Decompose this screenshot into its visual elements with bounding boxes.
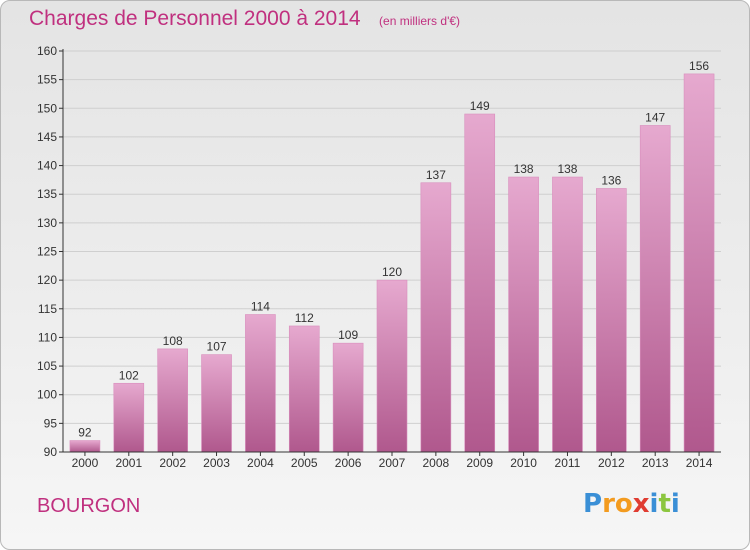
bar [420, 182, 452, 453]
logo-letter: o [614, 489, 633, 519]
data-label: 112 [295, 311, 314, 325]
data-label: 156 [689, 59, 709, 73]
data-label: 109 [338, 328, 358, 342]
x-tick-label: 2009 [466, 456, 493, 470]
data-labels: 92 102 108 107 114 112 109 120 137 149 138 138 136 14… [78, 59, 709, 440]
bar [683, 73, 715, 453]
y-tick-label: 90 [44, 445, 58, 459]
data-label: 114 [251, 300, 270, 314]
y-tick-label: 120 [37, 273, 57, 287]
axes: 90 95 100 105 110 115 120 125 130 135 140 145 150 155… [37, 44, 721, 470]
y-tick-label: 125 [37, 245, 57, 259]
logo-letter: r [602, 489, 615, 519]
x-tick-label: 2001 [115, 456, 142, 470]
logo-letter: t [658, 489, 671, 519]
y-tick-label: 160 [37, 44, 57, 58]
bar [376, 279, 408, 453]
bar [157, 348, 188, 453]
logo-letter: P [583, 489, 603, 519]
x-tick-label: 2000 [72, 456, 99, 470]
bar [552, 176, 583, 453]
bars [69, 73, 715, 453]
data-label: 107 [207, 340, 227, 354]
logo-letter: i [670, 489, 680, 519]
x-tick-label: 2011 [555, 456, 581, 470]
bar [201, 354, 232, 453]
data-label: 149 [470, 99, 490, 113]
bar [596, 188, 627, 453]
y-tick-label: 130 [37, 216, 57, 230]
data-label: 92 [78, 426, 92, 440]
bar [464, 113, 496, 453]
bar [288, 325, 320, 453]
x-tick-label: 2012 [598, 456, 625, 470]
bar [508, 176, 539, 453]
bar [69, 440, 101, 453]
y-tick-label: 140 [37, 159, 57, 173]
x-tick-label: 2008 [423, 456, 450, 470]
chart-title-block: Charges de Personnel 2000 à 2014 (en mil… [29, 7, 460, 31]
x-tick-label: 2007 [379, 456, 406, 470]
chart-unit-note: (en milliers d'€) [379, 14, 461, 28]
x-tick-label: 2005 [291, 456, 318, 470]
y-tick-label: 105 [37, 359, 57, 373]
x-tick-label: 2006 [335, 456, 362, 470]
x-tick-label: 2013 [642, 456, 669, 470]
x-tick-label: 2003 [203, 456, 230, 470]
data-label: 120 [382, 265, 402, 279]
data-label: 108 [163, 334, 183, 348]
commune-name: BOURGON [37, 495, 141, 517]
y-tick-label: 95 [44, 416, 58, 430]
bar [245, 314, 276, 453]
data-label: 138 [514, 162, 534, 176]
bar [332, 342, 364, 453]
chart-title: Charges de Personnel 2000 à 2014 [29, 7, 361, 30]
data-label: 147 [645, 110, 665, 124]
logo-letter: i [649, 489, 659, 519]
data-label: 138 [557, 162, 577, 176]
y-tick-label: 135 [37, 187, 57, 201]
proxiti-logo: Proxiti [583, 489, 680, 519]
x-tick-label: 2014 [686, 456, 713, 470]
logo-letter: x [632, 489, 650, 519]
y-tick-label: 145 [37, 130, 57, 144]
y-tick-label: 100 [37, 388, 57, 402]
y-tick-label: 155 [37, 73, 57, 87]
bar [113, 382, 145, 453]
data-label: 136 [601, 173, 621, 187]
y-tick-label: 115 [38, 302, 57, 316]
bar [639, 125, 671, 453]
y-tick-label: 150 [37, 101, 57, 115]
x-tick-label: 2002 [159, 456, 186, 470]
y-tick-label: 110 [38, 330, 57, 344]
x-tick-label: 2010 [510, 456, 537, 470]
data-label: 137 [426, 168, 446, 182]
data-label: 102 [119, 368, 139, 382]
x-tick-label: 2004 [247, 456, 274, 470]
